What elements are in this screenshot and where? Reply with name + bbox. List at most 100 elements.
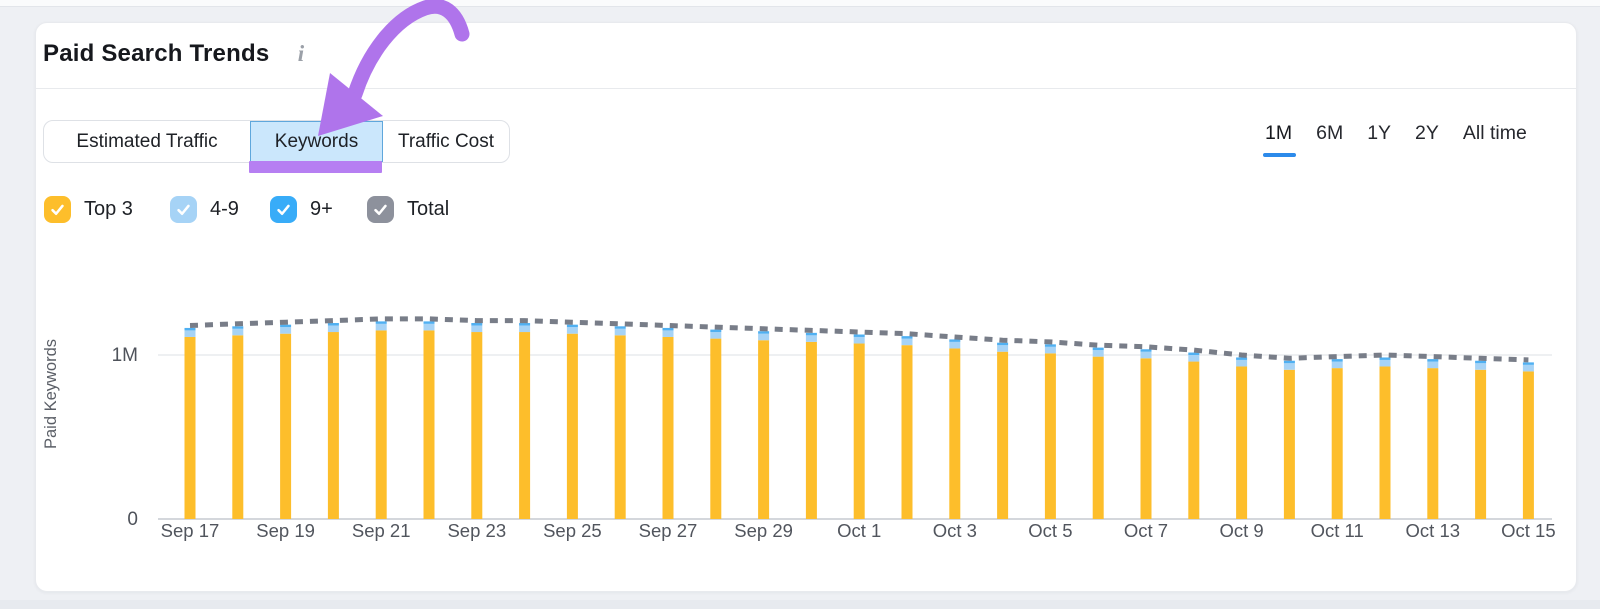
bar-segment-4-9[interactable]	[375, 323, 387, 331]
bar-segment-top-3[interactable]	[1283, 369, 1295, 519]
bar-segment-9-[interactable]	[1092, 347, 1104, 351]
bar-segment-4-9[interactable]	[997, 345, 1009, 352]
bar-segment-top-3[interactable]	[1522, 371, 1534, 519]
bar-segment-top-3[interactable]	[614, 335, 626, 519]
bar-segment-9-[interactable]	[901, 336, 913, 339]
bar-segment-4-9[interactable]	[1379, 359, 1391, 367]
bar-segment-top-3[interactable]	[997, 351, 1009, 519]
bar-segment-top-3[interactable]	[853, 343, 865, 519]
bar-segment-top-3[interactable]	[375, 330, 387, 519]
bar-segment-9-[interactable]	[853, 334, 865, 337]
checkbox-total-checked-icon[interactable]	[367, 196, 394, 223]
time-range-all-time[interactable]: All time	[1462, 122, 1527, 144]
bar-segment-top-3[interactable]	[710, 338, 722, 519]
bar-segment-top-3[interactable]	[519, 332, 531, 519]
bar-segment-top-3[interactable]	[327, 332, 339, 519]
bar-segment-9-[interactable]	[519, 323, 531, 326]
bar-segment-4-9[interactable]	[949, 341, 961, 349]
bar-segment-top-3[interactable]	[1236, 366, 1248, 519]
bar-segment-9-[interactable]	[1475, 360, 1487, 364]
bar-segment-4-9[interactable]	[1236, 359, 1248, 367]
bar-segment-top-3[interactable]	[805, 341, 817, 519]
bar-segment-9-[interactable]	[471, 323, 483, 326]
bar-segment-4-9[interactable]	[710, 332, 722, 339]
bar-segment-9-[interactable]	[614, 326, 626, 329]
bar-segment-top-3[interactable]	[1379, 366, 1391, 519]
bar-segment-4-9[interactable]	[566, 327, 578, 334]
bar-segment-top-3[interactable]	[280, 333, 292, 519]
bar-segment-9-[interactable]	[1522, 362, 1534, 365]
bar-segment-4-9[interactable]	[1522, 364, 1534, 372]
bar-segment-9-[interactable]	[662, 327, 674, 331]
bar-segment-top-3[interactable]	[1140, 358, 1152, 519]
checkbox-4-9-checked-icon[interactable]	[170, 196, 197, 223]
bar-segment-top-3[interactable]	[662, 336, 674, 519]
bar-segment-top-3[interactable]	[471, 332, 483, 519]
bar-segment-4-9[interactable]	[423, 323, 435, 331]
tab-keywords[interactable]: Keywords	[250, 121, 383, 162]
bar-segment-4-9[interactable]	[901, 338, 913, 346]
bar-segment-4-9[interactable]	[1140, 351, 1152, 359]
bar-segment-9-[interactable]	[327, 323, 339, 326]
bar-segment-4-9[interactable]	[327, 325, 339, 333]
bar-segment-top-3[interactable]	[566, 333, 578, 519]
bar-segment-9-[interactable]	[1331, 359, 1343, 362]
bar-segment-9-[interactable]	[805, 332, 817, 336]
bar-segment-top-3[interactable]	[1188, 361, 1200, 519]
bar-segment-4-9[interactable]	[853, 336, 865, 344]
time-range-1m[interactable]: 1M	[1265, 122, 1293, 144]
bar-segment-4-9[interactable]	[1283, 363, 1295, 370]
bar-segment-4-9[interactable]	[232, 328, 244, 336]
bar-segment-top-3[interactable]	[949, 348, 961, 519]
bar-segment-9-[interactable]	[1283, 360, 1295, 364]
bar-segment-4-9[interactable]	[662, 330, 674, 337]
bar-segment-9-[interactable]	[997, 342, 1009, 346]
bar-segment-4-9[interactable]	[1092, 350, 1104, 357]
bar-segment-top-3[interactable]	[1475, 369, 1487, 519]
info-icon[interactable]: i	[297, 41, 305, 66]
legend-item-4-9[interactable]: 4-9	[170, 196, 239, 223]
bar-segment-9-[interactable]	[232, 326, 244, 329]
bar-segment-9-[interactable]	[1140, 349, 1152, 352]
paid-keywords-chart[interactable]: 0 1M Paid Keywords Sep 17 Sep 19 Sep 21 Sep 23…	[40, 290, 1560, 570]
bar-segment-top-3[interactable]	[1427, 368, 1439, 519]
bar-segment-9-[interactable]	[949, 339, 961, 342]
bar-segment-4-9[interactable]	[805, 335, 817, 342]
bar-segment-top-3[interactable]	[232, 335, 244, 519]
bar-segment-4-9[interactable]	[758, 333, 770, 341]
tab-traffic-cost[interactable]: Traffic Cost	[397, 130, 495, 152]
checkbox-9plus-checked-icon[interactable]	[270, 196, 297, 223]
bar-segment-top-3[interactable]	[901, 345, 913, 519]
bar-segment-4-9[interactable]	[1427, 361, 1439, 369]
bar-segment-4-9[interactable]	[1044, 346, 1056, 354]
bar-segment-top-3[interactable]	[1331, 368, 1343, 519]
bar-segment-top-3[interactable]	[1092, 356, 1104, 519]
bar-segment-top-3[interactable]	[1044, 353, 1056, 519]
bar-segment-top-3[interactable]	[423, 330, 435, 519]
bar-segment-4-9[interactable]	[519, 325, 531, 333]
bar-segment-top-3[interactable]	[758, 340, 770, 519]
bar-segment-9-[interactable]	[566, 324, 578, 328]
bar-segment-9-[interactable]	[1236, 357, 1248, 360]
bar-segment-4-9[interactable]	[1475, 363, 1487, 370]
checkbox-top3-checked-icon[interactable]	[44, 196, 71, 223]
bar-segment-9-[interactable]	[710, 329, 722, 333]
bar-segment-4-9[interactable]	[1188, 355, 1200, 362]
bar-segment-9-[interactable]	[1188, 352, 1200, 355]
time-range-1y[interactable]: 1Y	[1367, 122, 1392, 144]
bar-segment-4-9[interactable]	[471, 325, 483, 333]
bar-segment-4-9[interactable]	[614, 328, 626, 336]
bar-segment-4-9[interactable]	[280, 327, 292, 334]
bar-segment-4-9[interactable]	[1331, 361, 1343, 369]
bar-segment-9-[interactable]	[423, 321, 435, 324]
bar-segment-9-[interactable]	[1044, 344, 1056, 347]
legend-item-9plus[interactable]: 9+	[270, 196, 333, 223]
bar-segment-9-[interactable]	[1379, 357, 1391, 360]
legend-item-total[interactable]: Total	[367, 196, 449, 223]
time-range-2y[interactable]: 2Y	[1415, 122, 1439, 144]
bar-segment-9-[interactable]	[758, 331, 770, 334]
legend-item-top3[interactable]: Top 3	[44, 196, 133, 223]
tab-estimated-traffic[interactable]: Estimated Traffic	[76, 130, 218, 152]
bar-segment-top-3[interactable]	[184, 336, 196, 519]
time-range-6m[interactable]: 6M	[1316, 122, 1344, 144]
